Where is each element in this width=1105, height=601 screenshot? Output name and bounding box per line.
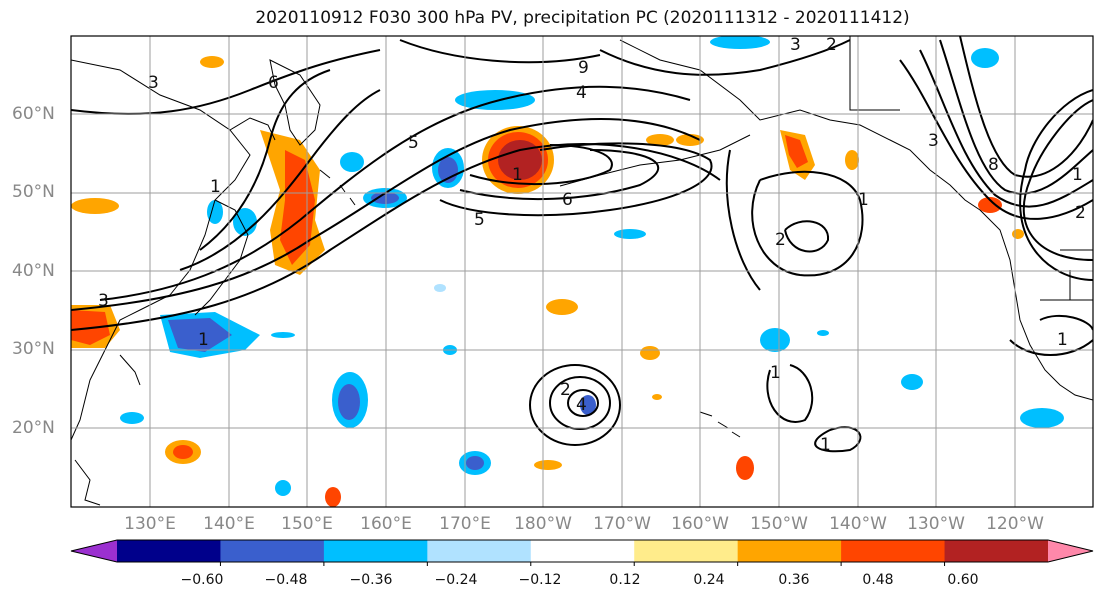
contour-label: 2: [775, 230, 786, 250]
contour-label: 3: [790, 35, 801, 55]
contour-label: 5: [408, 133, 419, 153]
contour-label: 1: [512, 165, 523, 185]
colorbar-tick-label: −0.48: [264, 572, 308, 588]
lon-label: 170°E: [439, 514, 491, 534]
lon-label: 160°W: [671, 514, 729, 534]
contour-label: 5: [474, 210, 485, 230]
contour-label: 8: [988, 155, 999, 175]
colorbar-segment: [117, 540, 221, 562]
colorbar-outline: [70, 539, 1094, 563]
lat-label-20n: 20°N: [12, 418, 55, 438]
colorbar-tick-label: −0.36: [349, 572, 393, 588]
map-title: 2020110912 F030 300 hPa PV, precipitatio…: [255, 8, 910, 28]
lon-label: 130°E: [124, 514, 176, 534]
lon-label: 150°W: [750, 514, 808, 534]
lat-label-60n: 60°N: [12, 104, 55, 124]
contour-label: 1: [858, 190, 869, 210]
contour-label: 1: [198, 330, 209, 350]
colorbar-tick-label: −0.60: [180, 572, 224, 588]
colorbar-segment: [737, 540, 842, 562]
colorbar-segment: [323, 540, 428, 562]
colorbar-tick-label: 0.12: [609, 572, 641, 588]
lat-label-40n: 40°N: [12, 261, 55, 281]
contour-label: 1: [820, 435, 831, 455]
lat-label-50n: 50°N: [12, 182, 55, 202]
graticule: [71, 36, 1093, 507]
colorbar-segment: [427, 540, 532, 562]
colorbar-segment: [634, 540, 739, 562]
lon-label: 160°E: [360, 514, 412, 534]
contour-labels: 3 1 1 6 5 6 1 3 2 1 1 2 1 4 8 3 1 2 9 4 …: [98, 35, 1086, 455]
colorbar-tick-label: 0.60: [947, 572, 979, 588]
lon-label: 170°W: [593, 514, 651, 534]
contour-label: 1: [770, 363, 781, 383]
colorbar-extend-min: [71, 540, 117, 562]
colorbar-segment: [841, 540, 946, 562]
contour-label: 3: [928, 131, 939, 151]
precip-shading: [71, 36, 1064, 507]
colorbar-segment: [530, 540, 635, 562]
lon-label: 130°W: [907, 514, 965, 534]
colorbar-segment: [944, 540, 1049, 562]
colorbar-tick-label: −0.12: [518, 572, 562, 588]
contour-label: 2: [560, 380, 571, 400]
plot-frame: [70, 35, 1094, 508]
contour-label: 9: [578, 58, 589, 78]
contour-label: 2: [1075, 203, 1086, 223]
lat-label-30n: 30°N: [12, 339, 55, 359]
contour-label: 6: [268, 73, 279, 93]
contour-label: 2: [826, 35, 837, 55]
contour-label: 1: [1072, 165, 1083, 185]
contour-label: 3: [148, 73, 159, 93]
contour-label: 4: [576, 83, 587, 103]
lon-label: 140°E: [203, 514, 255, 534]
contour-label: 1: [210, 177, 221, 197]
lon-label: 120°W: [986, 514, 1044, 534]
contour-label: 1: [1057, 330, 1068, 350]
colorbar-segment: [220, 540, 325, 562]
colorbar-tick-label: 0.24: [693, 572, 725, 588]
contour-label: 6: [562, 190, 573, 210]
colorbar-tick-label: 0.36: [778, 572, 810, 588]
lon-label: 140°W: [829, 514, 887, 534]
colorbar-extend-max: [1048, 540, 1093, 562]
lon-label: 180°W: [514, 514, 572, 534]
colorbar-tick-label: −0.24: [434, 572, 478, 588]
colorbar: [70, 539, 1094, 566]
colorbar-tick-label: 0.48: [862, 572, 894, 588]
contour-label: 4: [576, 395, 587, 415]
contour-label: 3: [98, 291, 109, 311]
lon-label: 150°E: [281, 514, 333, 534]
